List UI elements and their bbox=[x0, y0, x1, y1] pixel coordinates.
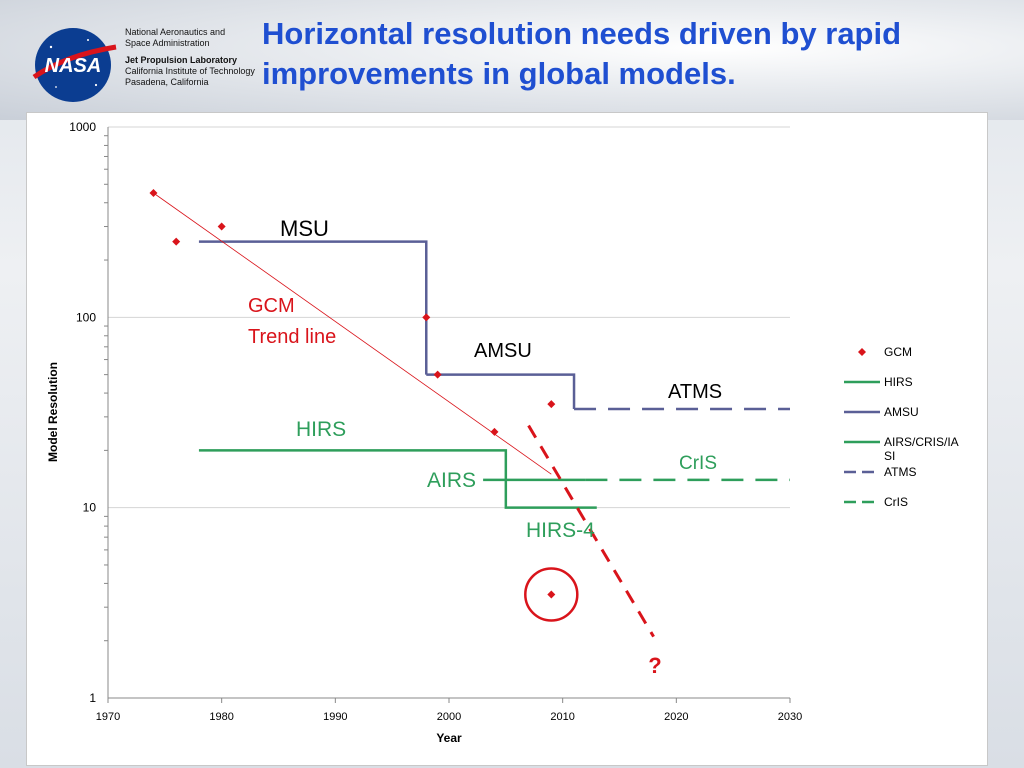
title-line-1: Horizontal resolution needs driven by ra… bbox=[262, 16, 902, 51]
lab-line-2: California Institute of Technology bbox=[125, 66, 255, 76]
x-tick-label-2010: 2010 bbox=[550, 711, 574, 723]
nasa-logo-text: NASA bbox=[45, 55, 102, 77]
title-line-2: improvements in global models. bbox=[262, 56, 736, 91]
x-tick-label-2030: 2030 bbox=[778, 711, 802, 723]
x-axis-label: Year bbox=[436, 731, 462, 745]
instrument-lines bbox=[198, 240, 790, 509]
legend-label-0: GCM bbox=[884, 345, 912, 359]
gcm-point-5 bbox=[490, 427, 499, 436]
annotations: MSU GCM Trend line AMSU ATMS HIRS CrIS AIRS HIRS… bbox=[248, 216, 722, 678]
annotation-amsu: AMSU bbox=[474, 340, 532, 362]
trend-lines bbox=[153, 192, 655, 638]
annotation-question: ? bbox=[648, 653, 661, 678]
gcm-point-4 bbox=[433, 370, 442, 379]
legend-marker-gcm bbox=[858, 348, 866, 356]
agency-line-1: National Aeronautics and bbox=[125, 27, 226, 37]
y-tick-label-1000: 1000 bbox=[69, 120, 96, 134]
y-tick-label-1: 1 bbox=[89, 691, 96, 705]
annotation-atms: ATMS bbox=[668, 381, 722, 403]
y-axis-label: Model Resolution bbox=[46, 362, 60, 462]
gcm-point-0 bbox=[149, 189, 158, 198]
x-tick-label-1990: 1990 bbox=[323, 711, 347, 723]
line-amsu bbox=[426, 373, 576, 409]
annotation-hirs-4: HIRS-4 bbox=[526, 519, 595, 542]
annotation-cris: CrIS bbox=[679, 453, 717, 474]
annotation-hirs: HIRS bbox=[296, 418, 346, 441]
y-tick-label-10: 10 bbox=[83, 501, 97, 515]
gcm-point-6 bbox=[547, 400, 556, 409]
gcm-point-1 bbox=[172, 237, 181, 246]
legend-label-3-wrap: SI bbox=[884, 449, 895, 463]
gcm-trend-line bbox=[153, 192, 552, 475]
x-tick-label-1980: 1980 bbox=[209, 711, 233, 723]
projection-line bbox=[527, 424, 655, 638]
nasa-logo: NASA bbox=[32, 28, 117, 102]
agency-block: National Aeronautics and Space Administr… bbox=[125, 27, 275, 88]
annotation-trend-line: Trend line bbox=[248, 326, 336, 348]
x-tick-label-2000: 2000 bbox=[437, 711, 461, 723]
axes: 1 10 100 1000 1970 1980 1990 2000 2010 2020 2030 bbox=[69, 120, 802, 723]
lab-line-3: Pasadena, California bbox=[125, 77, 209, 87]
agency-line-2: Space Administration bbox=[125, 38, 210, 48]
chart-panel bbox=[26, 112, 988, 766]
slide-title: Horizontal resolution needs driven by ra… bbox=[262, 14, 1002, 94]
legend-label-3: AIRS/CRIS/IA bbox=[884, 435, 959, 449]
highlight-circle bbox=[524, 567, 579, 622]
gcm-point-7 bbox=[547, 590, 556, 599]
y-tick-label-100: 100 bbox=[76, 310, 96, 324]
legend-label-4: ATMS bbox=[884, 465, 916, 479]
background-sky bbox=[0, 0, 1024, 120]
grid-lines bbox=[108, 126, 790, 699]
legend-label-2: AMSU bbox=[884, 405, 919, 419]
x-tick-label-2020: 2020 bbox=[664, 711, 688, 723]
legend-label-1: HIRS bbox=[884, 375, 913, 389]
gcm-point-3 bbox=[422, 313, 431, 322]
annotation-msu: MSU bbox=[280, 216, 329, 241]
annotation-gcm: GCM bbox=[248, 295, 295, 317]
annotation-airs: AIRS bbox=[427, 469, 476, 492]
gcm-points bbox=[149, 189, 556, 599]
legend-label-5: CrIS bbox=[884, 495, 908, 509]
line-msu bbox=[198, 240, 428, 375]
x-tick-label-1970: 1970 bbox=[96, 711, 120, 723]
lab-name: Jet Propulsion Laboratory bbox=[125, 55, 238, 65]
gcm-point-2 bbox=[217, 222, 226, 231]
